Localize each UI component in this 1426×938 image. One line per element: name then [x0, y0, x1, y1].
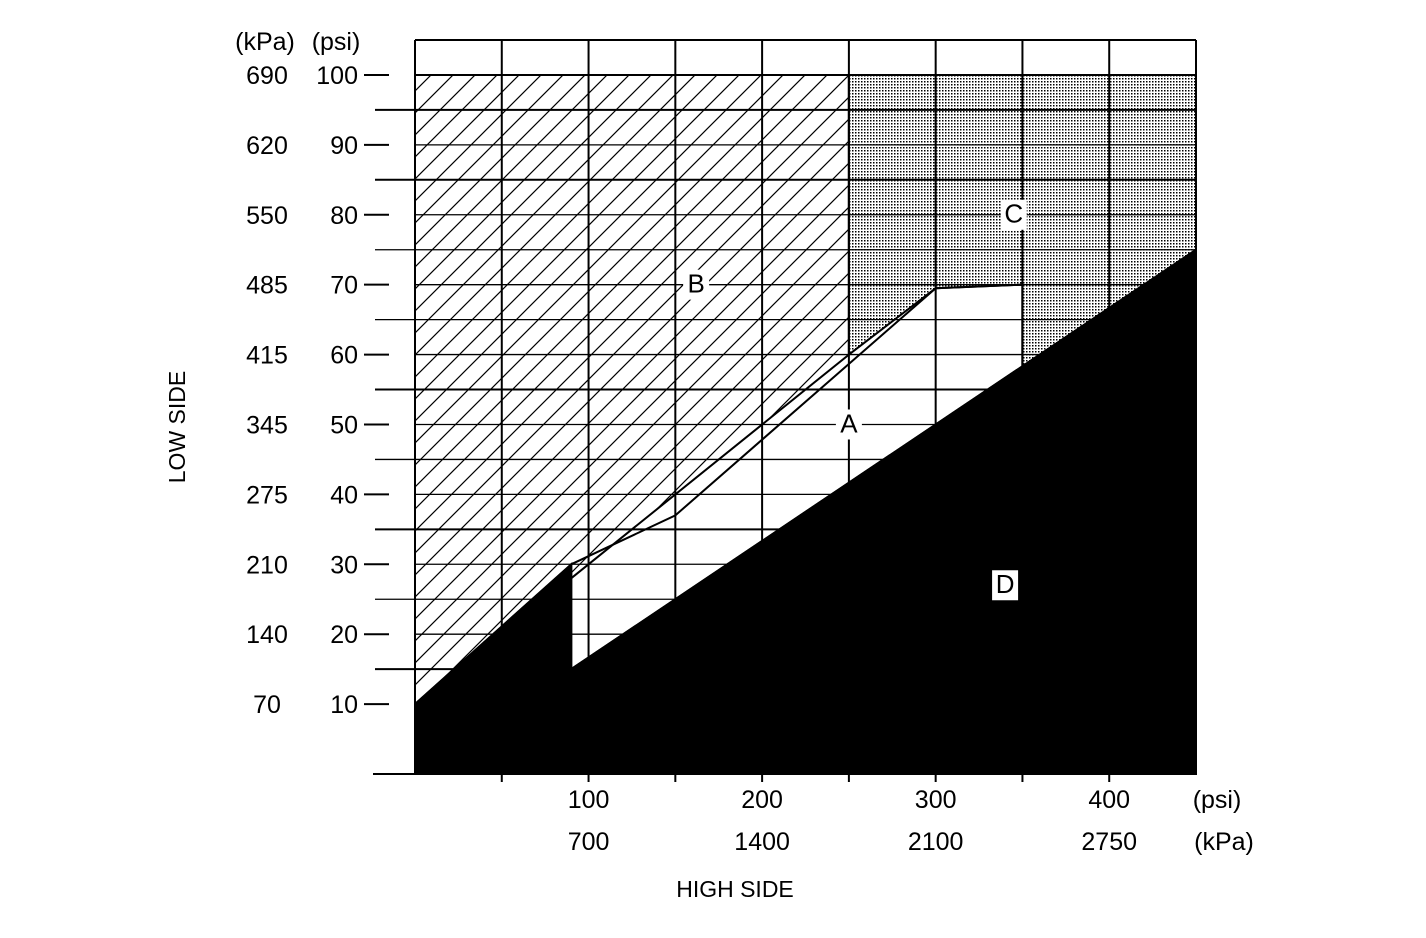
x-tick-label-psi: 100: [568, 786, 610, 814]
axes-layer: 10 70 20 140 30 210 40 275 50 345 60 415 70 485 80 550 9…: [246, 62, 1137, 856]
y-axis-title: LOW SIDE: [164, 371, 190, 483]
y-tick-label-psi: 70: [330, 272, 358, 300]
x-tick-label-kpa: 1400: [734, 828, 790, 856]
y-tick-label-kpa: 550: [246, 202, 288, 230]
grid-layer: [373, 39, 1197, 775]
y-tick-label-kpa: 690: [246, 62, 288, 90]
y-tick-label-psi: 30: [330, 551, 358, 579]
region-label-box: [1000, 199, 1027, 230]
y-tick-label-kpa: 345: [246, 411, 288, 439]
region-label-c: C: [1004, 199, 1023, 229]
region-label-b: B: [687, 269, 704, 299]
region-labels-layer: A B C D: [683, 199, 1027, 601]
y-tick-label-kpa: 70: [253, 691, 281, 719]
region-label-box: [992, 570, 1019, 601]
x-tick-label-kpa: 700: [568, 828, 610, 856]
x-tick-label-psi: 300: [915, 786, 957, 814]
y-tick-label-psi: 40: [330, 481, 358, 509]
region-label-box: [835, 409, 862, 440]
y-tick-label-kpa: 210: [246, 551, 288, 579]
region-label-a: A: [840, 408, 858, 438]
x-tick-label-psi: 200: [741, 786, 783, 814]
y-tick-label-psi: 50: [330, 411, 358, 439]
y-tick-label-psi: 80: [330, 202, 358, 230]
x-axis-title: HIGH SIDE: [676, 876, 794, 902]
y-tick-label-kpa: 620: [246, 132, 288, 160]
y-tick-label-kpa: 485: [246, 272, 288, 300]
y-tick-label-psi: 10: [330, 691, 358, 719]
y-tick-label-psi: 60: [330, 342, 358, 370]
y-tick-label-kpa: 275: [246, 481, 288, 509]
y-tick-label-kpa: 415: [246, 342, 288, 370]
x-axis-unit-psi: (psi): [1193, 786, 1242, 814]
y-tick-label-psi: 20: [330, 621, 358, 649]
region-label-box: [683, 269, 710, 300]
y-tick-label-psi: 90: [330, 132, 358, 160]
y-axis-unit-psi: (psi): [312, 28, 361, 56]
x-tick-label-kpa: 2750: [1081, 828, 1137, 856]
y-axis-unit-kpa: (kPa): [235, 28, 295, 56]
y-tick-label-kpa: 140: [246, 621, 288, 649]
x-axis-unit-kpa: (kPa): [1194, 828, 1254, 856]
x-tick-label-psi: 400: [1088, 786, 1130, 814]
region-label-d: D: [996, 569, 1015, 599]
y-tick-label-psi: 100: [316, 62, 358, 90]
x-tick-label-kpa: 2100: [908, 828, 964, 856]
